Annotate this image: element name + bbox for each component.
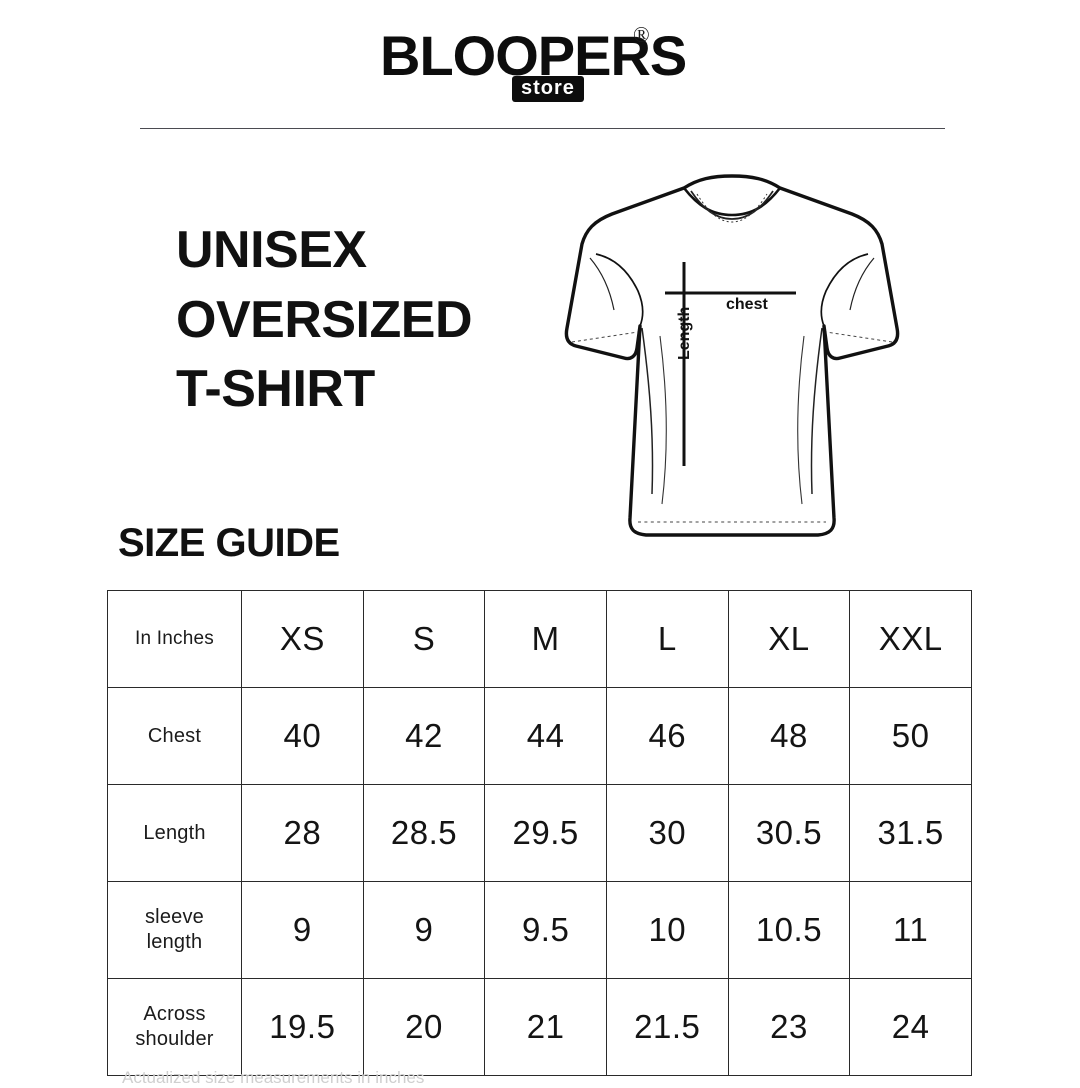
registered-trademark-icon: ®: [633, 22, 650, 47]
table-header-s: S: [362, 590, 486, 688]
page-header: BLOOPERS ® store: [0, 0, 1080, 130]
cell-chest-xxl: 50: [849, 687, 972, 785]
table-header-row: In Inches XS S M L XL XXL: [107, 590, 972, 688]
table-row: sleeve length 9 9 9.5 10 10.5 11: [107, 881, 972, 979]
cell-length-xxl: 31.5: [849, 784, 972, 882]
row-label-line-1: Across: [143, 1003, 206, 1025]
cell-sleeve-xxl: 11: [849, 881, 972, 979]
cell-sleeve-s: 9: [362, 881, 486, 979]
cell-shoulder-s: 20: [362, 978, 486, 1076]
cell-chest-m: 44: [484, 687, 607, 785]
cell-shoulder-xs: 19.5: [241, 978, 364, 1076]
row-label-sleeve-length: sleeve length: [107, 881, 242, 979]
table-row: Across shoulder 19.5 20 21 21.5 23 24: [107, 978, 972, 1076]
cell-sleeve-l: 10: [605, 881, 729, 979]
row-label-line-2: length: [146, 931, 203, 953]
table-header-xxl: XXL: [849, 590, 972, 688]
brand-logo-sublabel: store: [512, 76, 584, 102]
row-label-line-1: sleeve: [144, 906, 204, 928]
cell-shoulder-m: 21: [484, 978, 607, 1076]
table-header-xs: XS: [241, 590, 364, 688]
table-header-l: L: [605, 590, 729, 688]
cell-length-s: 28.5: [362, 784, 486, 882]
measurement-label-length: Length: [676, 306, 693, 360]
cell-length-l: 30: [605, 784, 729, 882]
table-header-m: M: [484, 590, 607, 688]
cell-sleeve-xl: 10.5: [727, 881, 851, 979]
table-row: Chest 40 42 44 46 48 50: [107, 687, 972, 785]
cell-shoulder-xl: 23: [727, 978, 851, 1076]
footnote-text: Actualized size measurements in inches: [122, 1068, 425, 1087]
cell-length-m: 29.5: [484, 784, 607, 882]
page-title-line-3: T-SHIRT: [176, 360, 375, 419]
tshirt-illustration-icon: [552, 158, 912, 558]
header-divider: [140, 128, 945, 129]
cell-length-xs: 28: [241, 784, 364, 882]
row-label-chest: Chest: [107, 687, 242, 785]
brand-logo: BLOOPERS ® store: [380, 22, 700, 114]
page-title-line-2: OVERSIZED: [176, 290, 473, 349]
row-label-line-2: shoulder: [135, 1028, 214, 1050]
cell-chest-xl: 48: [727, 687, 851, 785]
page-title: UNISEX OVERSIZED T-SHIRT: [176, 216, 576, 425]
cell-shoulder-xxl: 24: [849, 978, 972, 1076]
cell-chest-l: 46: [605, 687, 729, 785]
cell-length-xl: 30.5: [727, 784, 851, 882]
table-header-xl: XL: [727, 590, 851, 688]
table-header-unit: In Inches: [107, 590, 242, 688]
measurement-label-chest: chest: [726, 296, 768, 313]
page-title-line-1: UNISEX: [176, 221, 367, 279]
size-guide-heading: SIZE GUIDE: [118, 521, 340, 565]
row-label-across-shoulder: Across shoulder: [107, 978, 242, 1076]
cell-sleeve-m: 9.5: [484, 881, 607, 979]
table-row: Length 28 28.5 29.5 30 30.5 31.5: [107, 784, 972, 882]
cell-shoulder-l: 21.5: [605, 978, 729, 1076]
cell-chest-xs: 40: [241, 687, 364, 785]
cell-sleeve-xs: 9: [241, 881, 364, 979]
size-chart-table: In Inches XS S M L XL XXL Chest 40 42 44…: [107, 590, 972, 1076]
row-label-length: Length: [107, 784, 242, 882]
brand-logo-wordmark: BLOOPERS: [380, 24, 687, 87]
cell-chest-s: 42: [362, 687, 486, 785]
